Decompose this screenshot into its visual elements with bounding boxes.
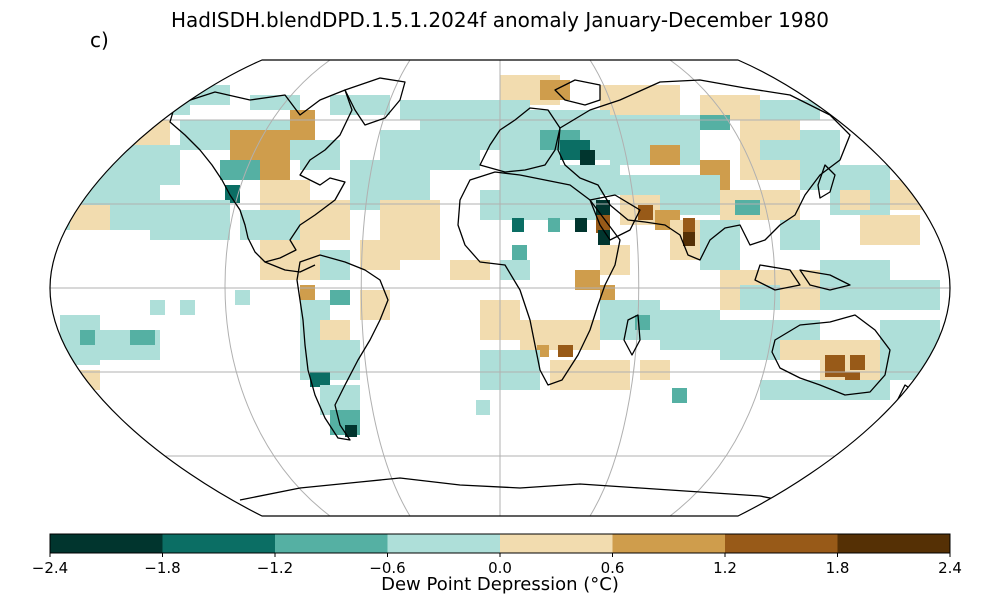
colorbar-segment: [162, 534, 276, 553]
anomaly-cell: [890, 280, 940, 310]
panel-label: c): [90, 28, 109, 52]
anomaly-cell: [260, 240, 320, 280]
anomaly-cell: [890, 180, 930, 210]
colorbar-label-text: Dew Point Depression: [381, 574, 578, 595]
anomaly-cell: [820, 260, 890, 310]
anomaly-cell: [760, 100, 820, 120]
anomaly-cell: [638, 205, 653, 220]
anomaly-cell: [330, 95, 390, 115]
anomaly-cell: [70, 205, 110, 230]
anomaly-cell: [130, 330, 155, 345]
anomaly-cell: [150, 200, 230, 240]
anomaly-cell: [512, 218, 524, 232]
colorbar-segment: [837, 534, 951, 553]
anomaly-cell: [575, 270, 600, 290]
colorbar: [49, 533, 951, 554]
colorbar-segment: [275, 534, 388, 553]
anomaly-cell: [60, 370, 100, 390]
anomaly-cell: [780, 220, 820, 250]
colorbar-tick-label: −2.4: [32, 559, 68, 577]
anomaly-cell: [500, 260, 530, 280]
anomaly-cell: [160, 95, 190, 115]
colorbar-segment: [725, 534, 838, 553]
anomaly-cell: [480, 100, 530, 150]
anomaly-cell: [683, 232, 695, 246]
anomaly-cell: [360, 290, 390, 320]
anomaly-cell: [190, 85, 230, 105]
coastlines: [169, 77, 916, 505]
colorbar-segment: [50, 534, 163, 553]
anomaly-cell: [598, 230, 610, 245]
anomaly-cell: [580, 150, 595, 165]
anomaly-cell: [180, 120, 230, 150]
anomaly-cell: [110, 120, 170, 145]
colorbar-tick-label: −1.8: [144, 559, 180, 577]
anomaly-cell: [660, 310, 720, 350]
anomaly-cell: [476, 400, 490, 415]
anomaly-cell: [400, 100, 480, 120]
anomaly-cell: [880, 320, 940, 380]
anomaly-cell: [600, 245, 630, 275]
anomaly-cell: [600, 300, 660, 340]
anomaly-cell: [180, 300, 195, 315]
anomaly-cell: [672, 388, 687, 403]
graticule: [50, 60, 950, 516]
anomaly-cell: [90, 145, 180, 185]
anomaly-cell: [150, 300, 165, 315]
colorbar-segment: [500, 534, 613, 553]
globe-outline: [49, 59, 951, 517]
anomaly-cell: [80, 330, 95, 345]
anomaly-cell: [735, 200, 760, 215]
anomaly-cell: [860, 215, 920, 245]
anomaly-cell: [250, 95, 300, 110]
anomaly-cell: [360, 240, 400, 270]
colorbar-label: Dew Point Depression (°C): [0, 574, 1000, 595]
colorbar-tick-label: 1.2: [713, 559, 737, 577]
anomaly-cell: [840, 190, 870, 210]
anomaly-cell: [512, 245, 527, 260]
colorbar-tick-label: −0.6: [369, 559, 405, 577]
anomaly-cell: [760, 140, 800, 160]
anomaly-cell: [220, 160, 260, 180]
anomaly-cell: [780, 340, 820, 360]
colorbar-ticks: −2.4 −1.8 −1.2 −0.6 0.0 0.6 1.2 1.8 2.4: [32, 553, 962, 577]
colorbar-tick-label: 0.6: [601, 559, 625, 577]
anomaly-cell: [596, 215, 610, 233]
anomaly-cell: [640, 360, 670, 380]
colorbar-segment: [387, 534, 501, 553]
anomaly-cell: [600, 85, 680, 115]
anomaly-cell: [550, 360, 630, 390]
anomaly-cell: [548, 218, 560, 232]
anomaly-cell: [558, 345, 573, 357]
anomaly-cell: [825, 355, 845, 377]
anomaly-cell: [450, 260, 490, 280]
anomaly-cell: [235, 290, 250, 305]
colorbar-tick-label: 0.0: [488, 559, 512, 577]
anomaly-cell: [700, 115, 730, 130]
colorbar-tick-label: 1.8: [826, 559, 850, 577]
anomaly-cell: [683, 218, 695, 232]
anomaly-cell: [290, 110, 315, 140]
anomaly-cell: [320, 250, 350, 280]
anomaly-cell: [300, 285, 315, 300]
anomaly-cell: [700, 220, 740, 270]
colorbar-tick-label: 2.4: [938, 559, 962, 577]
anomaly-cell: [575, 218, 587, 232]
anomaly-cell: [480, 350, 540, 390]
colorbar-segment: [612, 534, 726, 553]
anomaly-cell: [650, 145, 680, 165]
anomaly-cell: [850, 355, 865, 370]
colorbar-tick-label: −1.2: [257, 559, 293, 577]
anomaly-cell: [760, 380, 890, 400]
anomaly-cell: [330, 290, 350, 305]
anomaly-cell: [240, 210, 300, 240]
map-title: HadISDH.blendDPD.1.5.1.2024f anomaly Jan…: [170, 8, 830, 32]
anomaly-cell: [345, 425, 357, 437]
anomaly-cell: [310, 372, 330, 387]
colorbar-label-unit: (°C): [583, 574, 619, 595]
anomaly-cell: [420, 120, 480, 170]
